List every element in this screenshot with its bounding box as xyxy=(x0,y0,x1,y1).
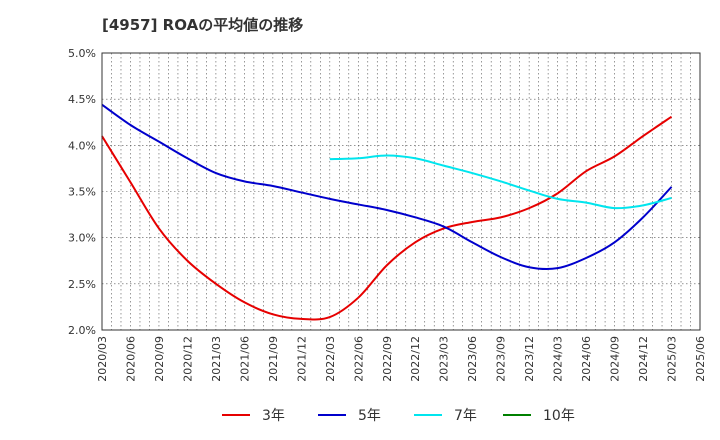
x-tick-label: 2021/03 xyxy=(210,336,223,382)
chart-title: [4957] ROAの平均値の推移 xyxy=(102,16,304,34)
y-tick-label: 4.5% xyxy=(68,93,96,106)
series-line-2 xyxy=(329,154,672,210)
x-tick-label: 2024/03 xyxy=(552,336,565,382)
legend-label: 5年 xyxy=(358,408,381,424)
x-tick-label: 2020/03 xyxy=(96,336,109,382)
x-tick-label: 2025/03 xyxy=(666,336,679,382)
plot-frame xyxy=(101,52,701,331)
legend-label: 3年 xyxy=(262,408,285,424)
x-tick-label: 2024/06 xyxy=(580,336,593,382)
series-line-1 xyxy=(101,103,673,271)
plot-area xyxy=(102,53,700,330)
legend-swatch xyxy=(414,414,442,416)
x-tick-label: 2022/09 xyxy=(381,336,394,382)
x-tick-label: 2020/12 xyxy=(181,336,194,382)
x-tick-label: 2023/12 xyxy=(523,336,536,382)
x-tick-label: 2023/03 xyxy=(438,336,451,382)
x-tick-label: 2024/09 xyxy=(609,336,622,382)
x-tick-label: 2023/09 xyxy=(495,336,508,382)
legend-label: 7年 xyxy=(454,408,477,424)
y-tick-label: 3.0% xyxy=(68,232,96,245)
x-tick-label: 2020/06 xyxy=(124,336,137,382)
legend-item-0: 3年 xyxy=(222,403,285,427)
legend-swatch xyxy=(222,414,250,416)
y-tick-label: 5.0% xyxy=(68,47,96,60)
legend-item-2: 7年 xyxy=(414,403,477,427)
x-tick-label: 2021/06 xyxy=(238,336,251,382)
x-tick-label: 2021/09 xyxy=(267,336,280,382)
y-tick-label: 2.0% xyxy=(68,324,96,337)
x-tick-label: 2021/12 xyxy=(295,336,308,382)
y-tick-label: 2.5% xyxy=(68,278,96,291)
legend-swatch xyxy=(318,414,346,416)
legend-item-1: 5年 xyxy=(318,403,381,427)
x-tick-label: 2023/06 xyxy=(466,336,479,382)
x-tick-label: 2025/06 xyxy=(694,336,707,382)
x-tick-label: 2024/12 xyxy=(637,336,650,382)
x-tick-label: 2020/09 xyxy=(153,336,166,382)
series-line-0 xyxy=(101,115,673,321)
y-tick-label: 4.0% xyxy=(68,139,96,152)
x-tick-label: 2022/12 xyxy=(409,336,422,382)
x-tick-label: 2022/03 xyxy=(324,336,337,382)
legend-swatch xyxy=(503,414,531,416)
chart-legend: 3年 5年 7年 10年 xyxy=(0,403,720,427)
y-tick-label: 3.5% xyxy=(68,186,96,199)
x-tick-label: 2022/06 xyxy=(352,336,365,382)
legend-label: 10年 xyxy=(543,408,575,424)
legend-item-3: 10年 xyxy=(503,403,575,427)
